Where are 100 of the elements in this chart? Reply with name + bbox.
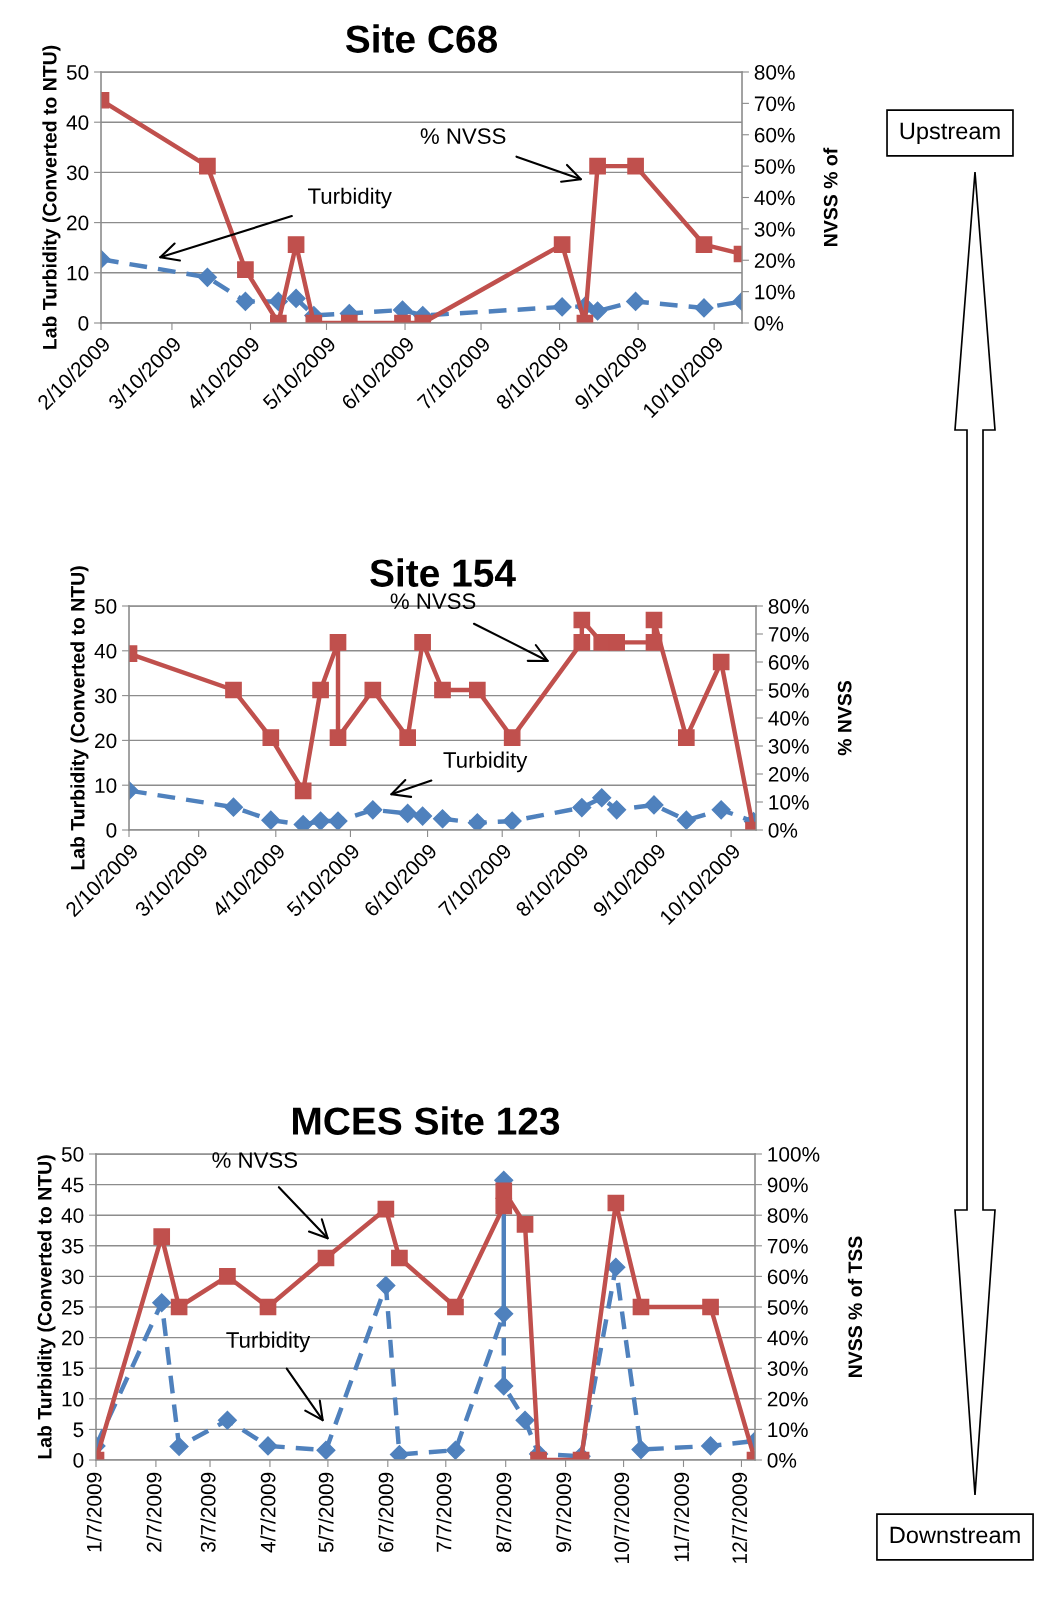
y2-tick-label: 50% [767,1300,808,1315]
point [702,1298,719,1316]
point [391,1249,408,1267]
point [225,681,242,699]
x-tick-label: 11/7/2009 [673,1472,690,1562]
point [259,1298,277,1316]
point [593,634,611,651]
x-tick-label: 2/7/2009 [146,1472,162,1552]
x-tick-label: 8/7/2009 [495,1472,512,1552]
y2-tick-label: 10% [768,1422,808,1438]
y2-axis-title: NVSS % of TSS [847,1236,863,1378]
point [217,1410,237,1430]
y-tick-label: 20 [95,733,117,749]
y2-tick-label: 0% [767,1453,797,1468]
point [712,653,730,671]
point [317,1249,335,1267]
point [294,782,312,800]
y2-tick-label: 10% [755,284,795,300]
point [503,729,521,746]
y2-tick-label: 70% [768,627,809,642]
y2-tick-label: 80% [767,1208,808,1223]
point [197,267,217,287]
point [494,1304,514,1324]
x-tick-label: 12/7/2009 [731,1472,748,1563]
y-tick-label: 10 [62,1391,84,1407]
y2-tick-label: 80% [754,65,795,80]
point [170,1298,188,1316]
point [494,1376,514,1396]
point [701,1436,721,1456]
point [588,301,608,321]
y2-tick-label: 30% [754,221,795,237]
text: Downstream [890,1526,1020,1544]
y-tick-label: 0 [78,316,89,331]
y-tick-label: 0 [106,823,117,838]
y2-tick-label: 70% [754,96,795,112]
point [515,1410,535,1430]
point [631,1440,651,1460]
y-tick-label: 45 [61,1177,84,1193]
y2-tick-label: 20% [754,253,795,268]
y-tick-label: 50 [94,599,117,614]
y-tick-label: 30 [94,688,117,704]
y-tick-label: 5 [73,1422,84,1438]
point [626,291,646,311]
y2-tick-label: 60% [754,127,795,143]
y-tick-label: 10 [67,265,89,281]
point [235,291,255,311]
y-tick-label: 50 [61,1147,84,1162]
x-tick-label: 3/7/2009 [200,1472,216,1553]
y-tick-label: 35 [61,1238,84,1254]
y2-tick-label: 20% [767,1391,808,1407]
y2-tick-label: 70% [767,1238,808,1254]
point [645,634,663,651]
point [447,1298,464,1316]
point [608,634,626,651]
point [286,288,306,308]
point [364,681,382,699]
y2-tick-label: 80% [768,599,809,614]
point [495,1182,513,1200]
annotation: Turbidity [308,187,392,209]
x-tick-label: 1/7/2009 [86,1472,102,1552]
point [606,1257,626,1277]
y2-axis-title: % NVSS [837,680,852,756]
point [376,1276,396,1296]
point [552,297,572,317]
point [219,1268,236,1285]
annotation: Turbidity [443,751,528,773]
chart-title: Site 154 [370,558,516,587]
text: Upstream [900,122,1000,145]
point [329,729,347,746]
y2-tick-label: 40% [754,190,795,206]
x-tick-label: 6/7/2009 [378,1472,394,1552]
y2-tick-label: 30% [768,739,809,754]
x-tick-label: 7/7/2009 [436,1472,452,1552]
y2-tick-label: 60% [767,1269,808,1285]
point [632,1298,650,1316]
point [645,611,663,629]
point [495,1197,513,1215]
annotation: % NVSS [420,128,506,144]
annotation: Turbidity [226,1331,311,1353]
y-tick-label: 40 [61,1208,84,1223]
point [414,634,431,651]
y2-tick-label: 40% [767,1330,808,1346]
point [573,611,591,629]
chart-title: MCES Site 123 [293,1106,560,1135]
point [329,634,347,651]
y2-tick-label: 0% [754,316,784,331]
y2-tick-label: 30% [767,1361,808,1376]
point [445,1440,465,1460]
y-axis-title: Lab Turbidity (Converted to NTU) [37,1155,56,1459]
point [169,1437,189,1457]
point [152,1293,172,1313]
y-tick-label: 30 [61,1269,84,1285]
y-tick-label: 50 [66,65,89,80]
y2-tick-label: 0% [768,823,798,838]
y-tick-label: 15 [62,1361,84,1376]
y-tick-label: 0 [73,1453,84,1468]
y2-tick-label: 90% [767,1177,808,1193]
point [573,634,591,651]
annotation: % NVSS [212,1152,298,1168]
x-tick-label: 9/7/2009 [555,1472,572,1552]
